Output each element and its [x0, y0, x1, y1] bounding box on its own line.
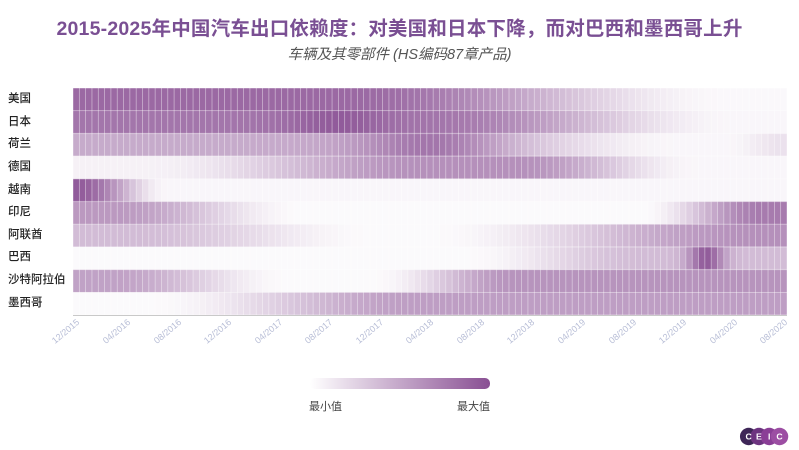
svg-text:C: C	[776, 432, 783, 442]
svg-text:C: C	[746, 432, 753, 442]
svg-text:E: E	[756, 432, 762, 442]
svg-text:I: I	[768, 432, 770, 442]
